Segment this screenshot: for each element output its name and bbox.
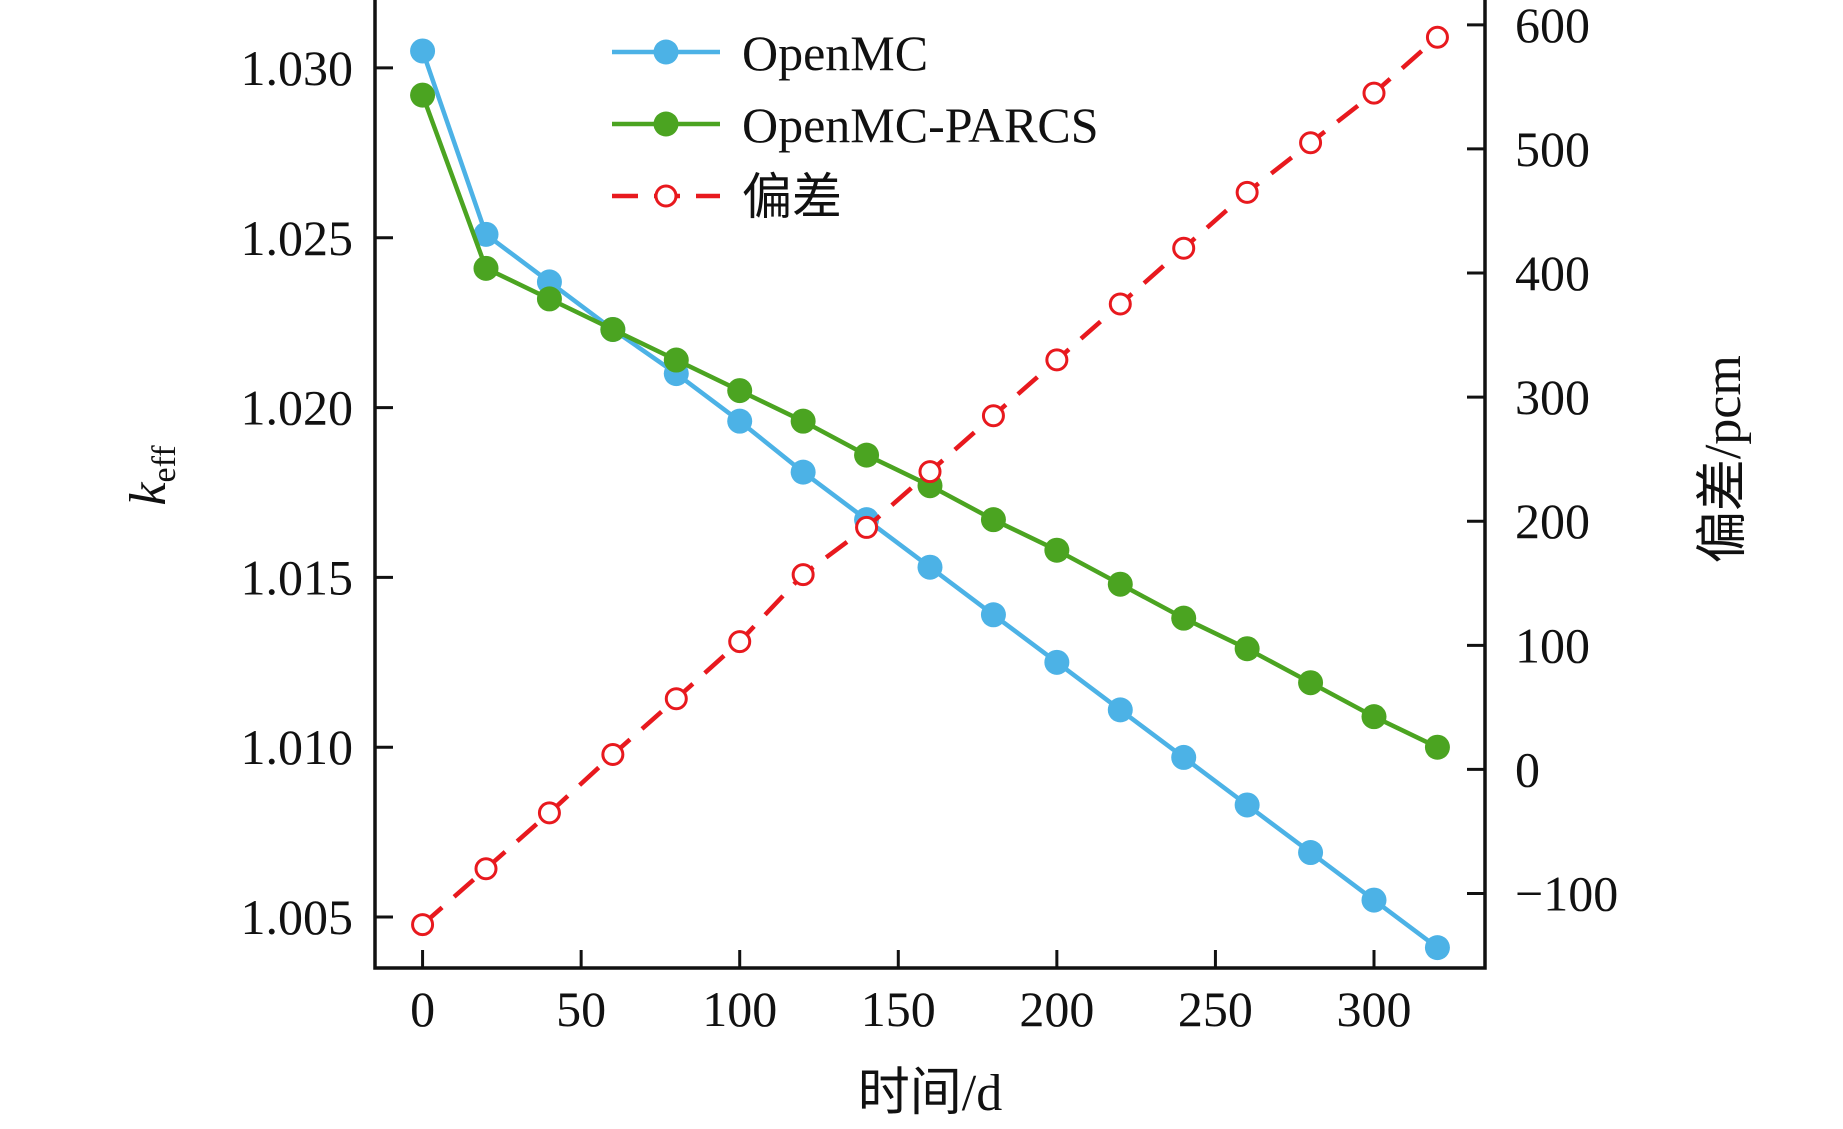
y-tick-label: 1.030 — [241, 40, 354, 96]
y2-tick-label: −100 — [1515, 866, 1618, 922]
y2-tick-label: 500 — [1515, 121, 1590, 177]
y-axis-title-subscript: eff — [146, 445, 183, 483]
data-point — [1045, 348, 1069, 372]
x-tick-label: 200 — [1019, 981, 1094, 1037]
data-point — [1298, 670, 1324, 696]
data-point — [1361, 704, 1387, 730]
data-point — [1044, 649, 1070, 675]
y-axis-title: keff — [120, 445, 183, 506]
data-point — [1107, 697, 1133, 723]
data-point — [980, 602, 1006, 628]
data-point — [473, 221, 499, 247]
legend-label: OpenMC — [742, 25, 928, 81]
legend-marker — [654, 184, 678, 208]
y-axis-right: −100 0 100 200 300 400 500 600 — [1467, 0, 1618, 922]
series-line — [420, 94, 1439, 750]
data-point — [1107, 571, 1133, 597]
data-point — [981, 404, 1005, 428]
data-point — [791, 563, 815, 587]
y2-tick-label: 100 — [1515, 617, 1590, 673]
data-point — [1171, 605, 1197, 631]
data-point — [727, 378, 753, 404]
x-tick-label: 300 — [1337, 981, 1412, 1037]
y-tick-label: 1.015 — [241, 549, 354, 605]
data-point — [1044, 537, 1070, 563]
y-axis-title-base: k — [120, 482, 177, 506]
data-point — [790, 459, 816, 485]
data-point — [1361, 887, 1387, 913]
series-line — [420, 50, 1439, 950]
data-point — [473, 255, 499, 281]
y2-axis-title: 偏差/pcm — [1695, 355, 1752, 563]
legend-item: OpenMC — [612, 25, 928, 81]
legend-label: 偏差 — [742, 169, 842, 225]
y2-tick-label: 400 — [1515, 245, 1590, 301]
data-point — [918, 460, 942, 484]
data-point — [1362, 81, 1386, 105]
series-1 — [410, 82, 1450, 760]
series-2 — [411, 25, 1449, 937]
data-point — [411, 913, 435, 937]
data-point — [536, 286, 562, 312]
data-point — [474, 857, 498, 881]
data-point — [1424, 935, 1450, 961]
series-0 — [410, 38, 1450, 961]
legend-label: OpenMC-PARCS — [742, 97, 1099, 153]
data-point — [410, 82, 436, 108]
data-point — [1298, 840, 1324, 866]
x-tick-label: 0 — [410, 981, 435, 1037]
data-point — [664, 687, 688, 711]
data-point — [727, 408, 753, 434]
y2-tick-label: 200 — [1515, 493, 1590, 549]
legend-marker — [653, 111, 679, 137]
data-point — [1235, 180, 1259, 204]
data-point — [1234, 792, 1260, 818]
data-point — [601, 743, 625, 767]
legend-item: OpenMC-PARCS — [612, 97, 1099, 153]
x-axis: 0 50 100 150 200 250 300 — [410, 950, 1412, 1037]
data-point — [855, 515, 879, 539]
data-point — [1108, 292, 1132, 316]
data-point — [1171, 744, 1197, 770]
x-tick-label: 150 — [861, 981, 936, 1037]
legend-marker — [653, 39, 679, 65]
x-tick-label: 250 — [1178, 981, 1253, 1037]
data-point — [854, 442, 880, 468]
y-tick-label: 1.005 — [241, 889, 354, 945]
plot-frame — [373, 0, 1487, 970]
x-tick-label: 100 — [702, 981, 777, 1037]
y-axis-left: 1.005 1.010 1.015 1.020 1.025 1.030 — [241, 40, 393, 945]
legend: OpenMC OpenMC-PARCS 偏差 — [612, 25, 1099, 225]
data-point — [790, 408, 816, 434]
y2-tick-label: 600 — [1515, 0, 1590, 53]
data-point — [1234, 636, 1260, 662]
data-point — [1425, 25, 1449, 49]
plot-area — [410, 25, 1450, 961]
data-point — [1424, 734, 1450, 760]
data-point — [980, 507, 1006, 533]
y-tick-label: 1.025 — [241, 210, 354, 266]
data-point — [600, 316, 626, 342]
data-point — [728, 630, 752, 654]
y-tick-label: 1.020 — [241, 380, 354, 436]
legend-item: 偏差 — [612, 169, 842, 225]
data-point — [410, 38, 436, 64]
x-tick-label: 50 — [556, 981, 606, 1037]
data-point — [537, 801, 561, 825]
data-point — [663, 347, 689, 373]
data-point — [1299, 131, 1323, 155]
y2-tick-label: 0 — [1515, 741, 1540, 797]
data-point — [1172, 236, 1196, 260]
x-axis-title: 时间/d — [858, 1065, 1002, 1122]
y2-tick-label: 300 — [1515, 369, 1590, 425]
y-tick-label: 1.010 — [241, 719, 354, 775]
data-point — [917, 554, 943, 580]
series-layer — [410, 25, 1450, 961]
